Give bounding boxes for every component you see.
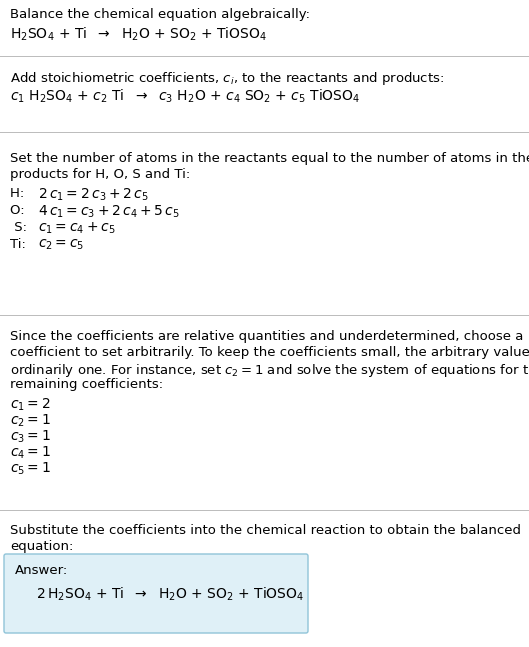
Text: $4\,c_1 = c_3 + 2\,c_4 + 5\,c_5$: $4\,c_1 = c_3 + 2\,c_4 + 5\,c_5$ [38, 204, 180, 221]
Text: Add stoichiometric coefficients, $c_i$, to the reactants and products:: Add stoichiometric coefficients, $c_i$, … [10, 70, 444, 87]
Text: $c_3 = 1$: $c_3 = 1$ [10, 429, 51, 445]
Text: $\mathregular{H_2SO_4}$ + Ti  $\rightarrow$  $\mathregular{H_2O}$ + $\mathregula: $\mathregular{H_2SO_4}$ + Ti $\rightarro… [10, 26, 267, 43]
Text: Ti:: Ti: [10, 238, 34, 251]
Text: Answer:: Answer: [15, 564, 68, 577]
Text: $c_4 = 1$: $c_4 = 1$ [10, 445, 51, 461]
Text: products for H, O, S and Ti:: products for H, O, S and Ti: [10, 168, 190, 181]
Text: $c_2 = 1$: $c_2 = 1$ [10, 413, 51, 430]
Text: Balance the chemical equation algebraically:: Balance the chemical equation algebraica… [10, 8, 310, 21]
Text: H:: H: [10, 187, 33, 200]
Text: Substitute the coefficients into the chemical reaction to obtain the balanced: Substitute the coefficients into the che… [10, 524, 521, 537]
Text: equation:: equation: [10, 540, 74, 553]
Text: $c_1 = 2$: $c_1 = 2$ [10, 397, 51, 413]
Text: $c_5 = 1$: $c_5 = 1$ [10, 461, 51, 477]
FancyBboxPatch shape [4, 554, 308, 633]
Text: Set the number of atoms in the reactants equal to the number of atoms in the: Set the number of atoms in the reactants… [10, 152, 529, 165]
Text: remaining coefficients:: remaining coefficients: [10, 378, 163, 391]
Text: $c_2 = c_5$: $c_2 = c_5$ [38, 238, 84, 252]
Text: coefficient to set arbitrarily. To keep the coefficients small, the arbitrary va: coefficient to set arbitrarily. To keep … [10, 346, 529, 359]
Text: ordinarily one. For instance, set $c_2 = 1$ and solve the system of equations fo: ordinarily one. For instance, set $c_2 =… [10, 362, 529, 379]
Text: $2\,c_1 = 2\,c_3 + 2\,c_5$: $2\,c_1 = 2\,c_3 + 2\,c_5$ [38, 187, 149, 203]
Text: Since the coefficients are relative quantities and underdetermined, choose a: Since the coefficients are relative quan… [10, 330, 523, 343]
Text: $c_1 = c_4 + c_5$: $c_1 = c_4 + c_5$ [38, 221, 115, 236]
Text: O:: O: [10, 204, 33, 217]
Text: S:: S: [10, 221, 35, 234]
Text: $c_1$ $\mathregular{H_2SO_4}$ + $c_2$ Ti  $\rightarrow$  $c_3$ $\mathregular{H_2: $c_1$ $\mathregular{H_2SO_4}$ + $c_2$ Ti… [10, 88, 360, 105]
Text: $\mathregular{2\,H_2SO_4}$ + Ti  $\rightarrow$  $\mathregular{H_2O}$ + $\mathreg: $\mathregular{2\,H_2SO_4}$ + Ti $\righta… [36, 586, 304, 604]
